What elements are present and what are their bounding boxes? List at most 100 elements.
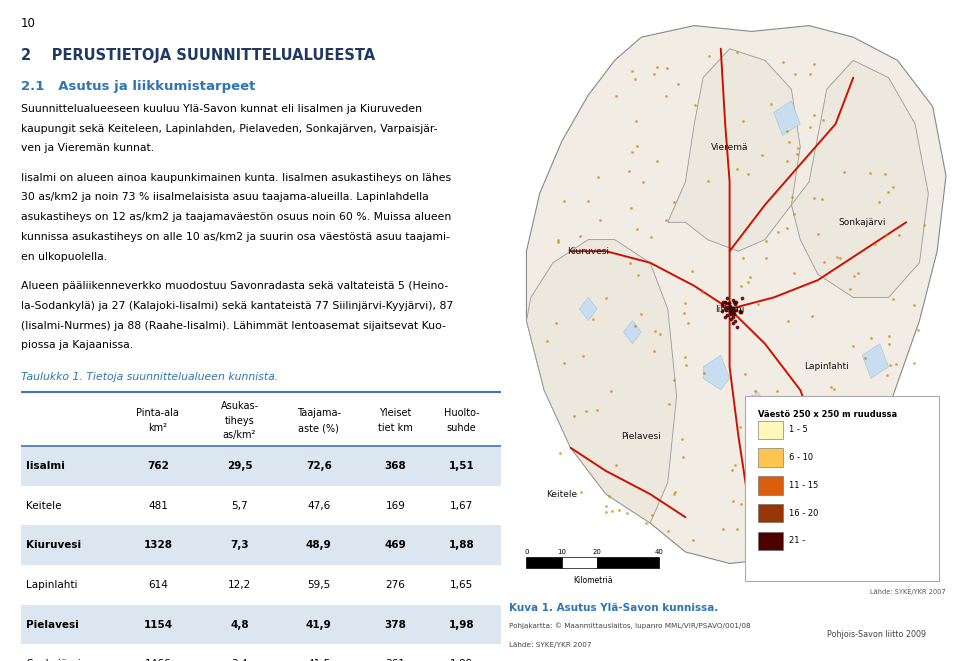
- Text: 1328: 1328: [143, 540, 173, 551]
- Point: [602, 490, 617, 501]
- Point: [629, 116, 644, 126]
- Point: [623, 203, 638, 214]
- Text: Pohjois-Savon liitto 2009: Pohjois-Savon liitto 2009: [827, 631, 925, 639]
- Point: [714, 299, 730, 310]
- Text: 1,89: 1,89: [450, 659, 473, 661]
- Point: [744, 421, 759, 432]
- Text: Iisalmi on alueen ainoa kaupunkimainen kunta. Iisalmen asukastiheys on lähes: Iisalmi on alueen ainoa kaupunkimainen k…: [21, 173, 451, 182]
- Point: [685, 535, 701, 545]
- Point: [551, 235, 566, 245]
- Point: [832, 253, 848, 264]
- Point: [730, 47, 745, 58]
- Point: [888, 358, 903, 369]
- Point: [829, 252, 845, 262]
- Point: [732, 422, 748, 432]
- Point: [725, 465, 740, 475]
- Point: [763, 512, 779, 522]
- Text: Kiuruvesi: Kiuruvesi: [26, 540, 81, 551]
- Point: [797, 496, 812, 506]
- Point: [548, 317, 564, 328]
- Point: [725, 304, 740, 315]
- Point: [727, 297, 742, 307]
- Text: 378: 378: [385, 619, 406, 630]
- Text: la-Sodankylä) ja 27 (Kalajoki-Iisalmi) sekä kantateistä 77 Siilinjärvi-Kyyjärvi): la-Sodankylä) ja 27 (Kalajoki-Iisalmi) s…: [21, 301, 453, 311]
- Point: [580, 196, 595, 207]
- Point: [780, 156, 795, 167]
- Point: [717, 297, 732, 307]
- Text: 1,67: 1,67: [450, 500, 473, 511]
- Point: [816, 257, 831, 268]
- Text: 1,51: 1,51: [449, 461, 474, 471]
- Point: [790, 142, 805, 153]
- Text: 2.1   Asutus ja liikkumistarpeet: 2.1 Asutus ja liikkumistarpeet: [21, 80, 255, 93]
- Point: [735, 116, 751, 127]
- Point: [556, 358, 571, 369]
- Text: 41,9: 41,9: [306, 619, 331, 630]
- Text: 3,4: 3,4: [231, 659, 248, 661]
- Point: [750, 457, 765, 468]
- Point: [756, 518, 771, 529]
- Point: [885, 293, 900, 304]
- Point: [795, 533, 810, 544]
- Point: [719, 309, 734, 320]
- Point: [789, 148, 804, 159]
- Point: [675, 434, 690, 445]
- Point: [649, 62, 664, 73]
- Point: [722, 301, 737, 312]
- Point: [630, 270, 645, 281]
- Text: 20: 20: [592, 549, 602, 555]
- Point: [773, 488, 788, 498]
- Point: [733, 499, 749, 510]
- Point: [737, 369, 753, 379]
- Point: [592, 215, 608, 226]
- Text: kaupungit sekä Keiteleen, Lapinlahden, Pielaveden, Sonkajärven, Varpaisjär-: kaupungit sekä Keiteleen, Lapinlahden, P…: [21, 124, 438, 134]
- Text: 12,2: 12,2: [228, 580, 252, 590]
- Point: [678, 298, 693, 309]
- Point: [623, 258, 638, 268]
- Point: [630, 223, 645, 234]
- Point: [802, 122, 817, 132]
- Text: 16 - 20: 16 - 20: [789, 509, 819, 518]
- Point: [551, 237, 566, 247]
- Point: [744, 391, 759, 401]
- Point: [714, 306, 730, 317]
- Text: 469: 469: [385, 540, 406, 551]
- Bar: [21, 446, 501, 486]
- Text: Lapinlahti: Lapinlahti: [26, 580, 78, 590]
- Text: 5,7: 5,7: [231, 500, 248, 511]
- Point: [556, 196, 571, 206]
- Point: [724, 303, 739, 313]
- Point: [917, 220, 932, 231]
- Point: [628, 321, 643, 332]
- Polygon shape: [580, 297, 597, 321]
- Text: kunnissa asukastiheys on alle 10 as/km2 ja suurin osa väestöstä asuu taajami-: kunnissa asukastiheys on alle 10 as/km2 …: [21, 232, 450, 242]
- Text: tiheys: tiheys: [225, 416, 254, 426]
- Point: [612, 504, 627, 515]
- Text: 7,3: 7,3: [230, 540, 249, 551]
- Point: [628, 73, 643, 84]
- Point: [552, 448, 567, 459]
- Point: [722, 301, 737, 312]
- Point: [755, 149, 770, 160]
- Point: [661, 399, 677, 410]
- Point: [671, 78, 686, 89]
- Text: 10: 10: [21, 17, 36, 30]
- Point: [780, 126, 795, 137]
- Point: [598, 501, 613, 512]
- Point: [575, 351, 590, 362]
- Point: [751, 299, 766, 309]
- Text: ven ja Vieremän kunnat.: ven ja Vieremän kunnat.: [21, 143, 155, 153]
- Point: [758, 235, 774, 246]
- Point: [722, 297, 737, 308]
- Text: Sonkajärvi: Sonkajärvi: [26, 659, 81, 661]
- Point: [742, 272, 757, 283]
- Point: [879, 370, 895, 381]
- Bar: [526, 557, 562, 568]
- Point: [842, 475, 857, 485]
- Point: [590, 171, 606, 182]
- Point: [879, 468, 895, 479]
- Text: suhde: suhde: [447, 423, 476, 433]
- Point: [678, 352, 693, 362]
- Point: [648, 326, 663, 336]
- Point: [718, 304, 733, 315]
